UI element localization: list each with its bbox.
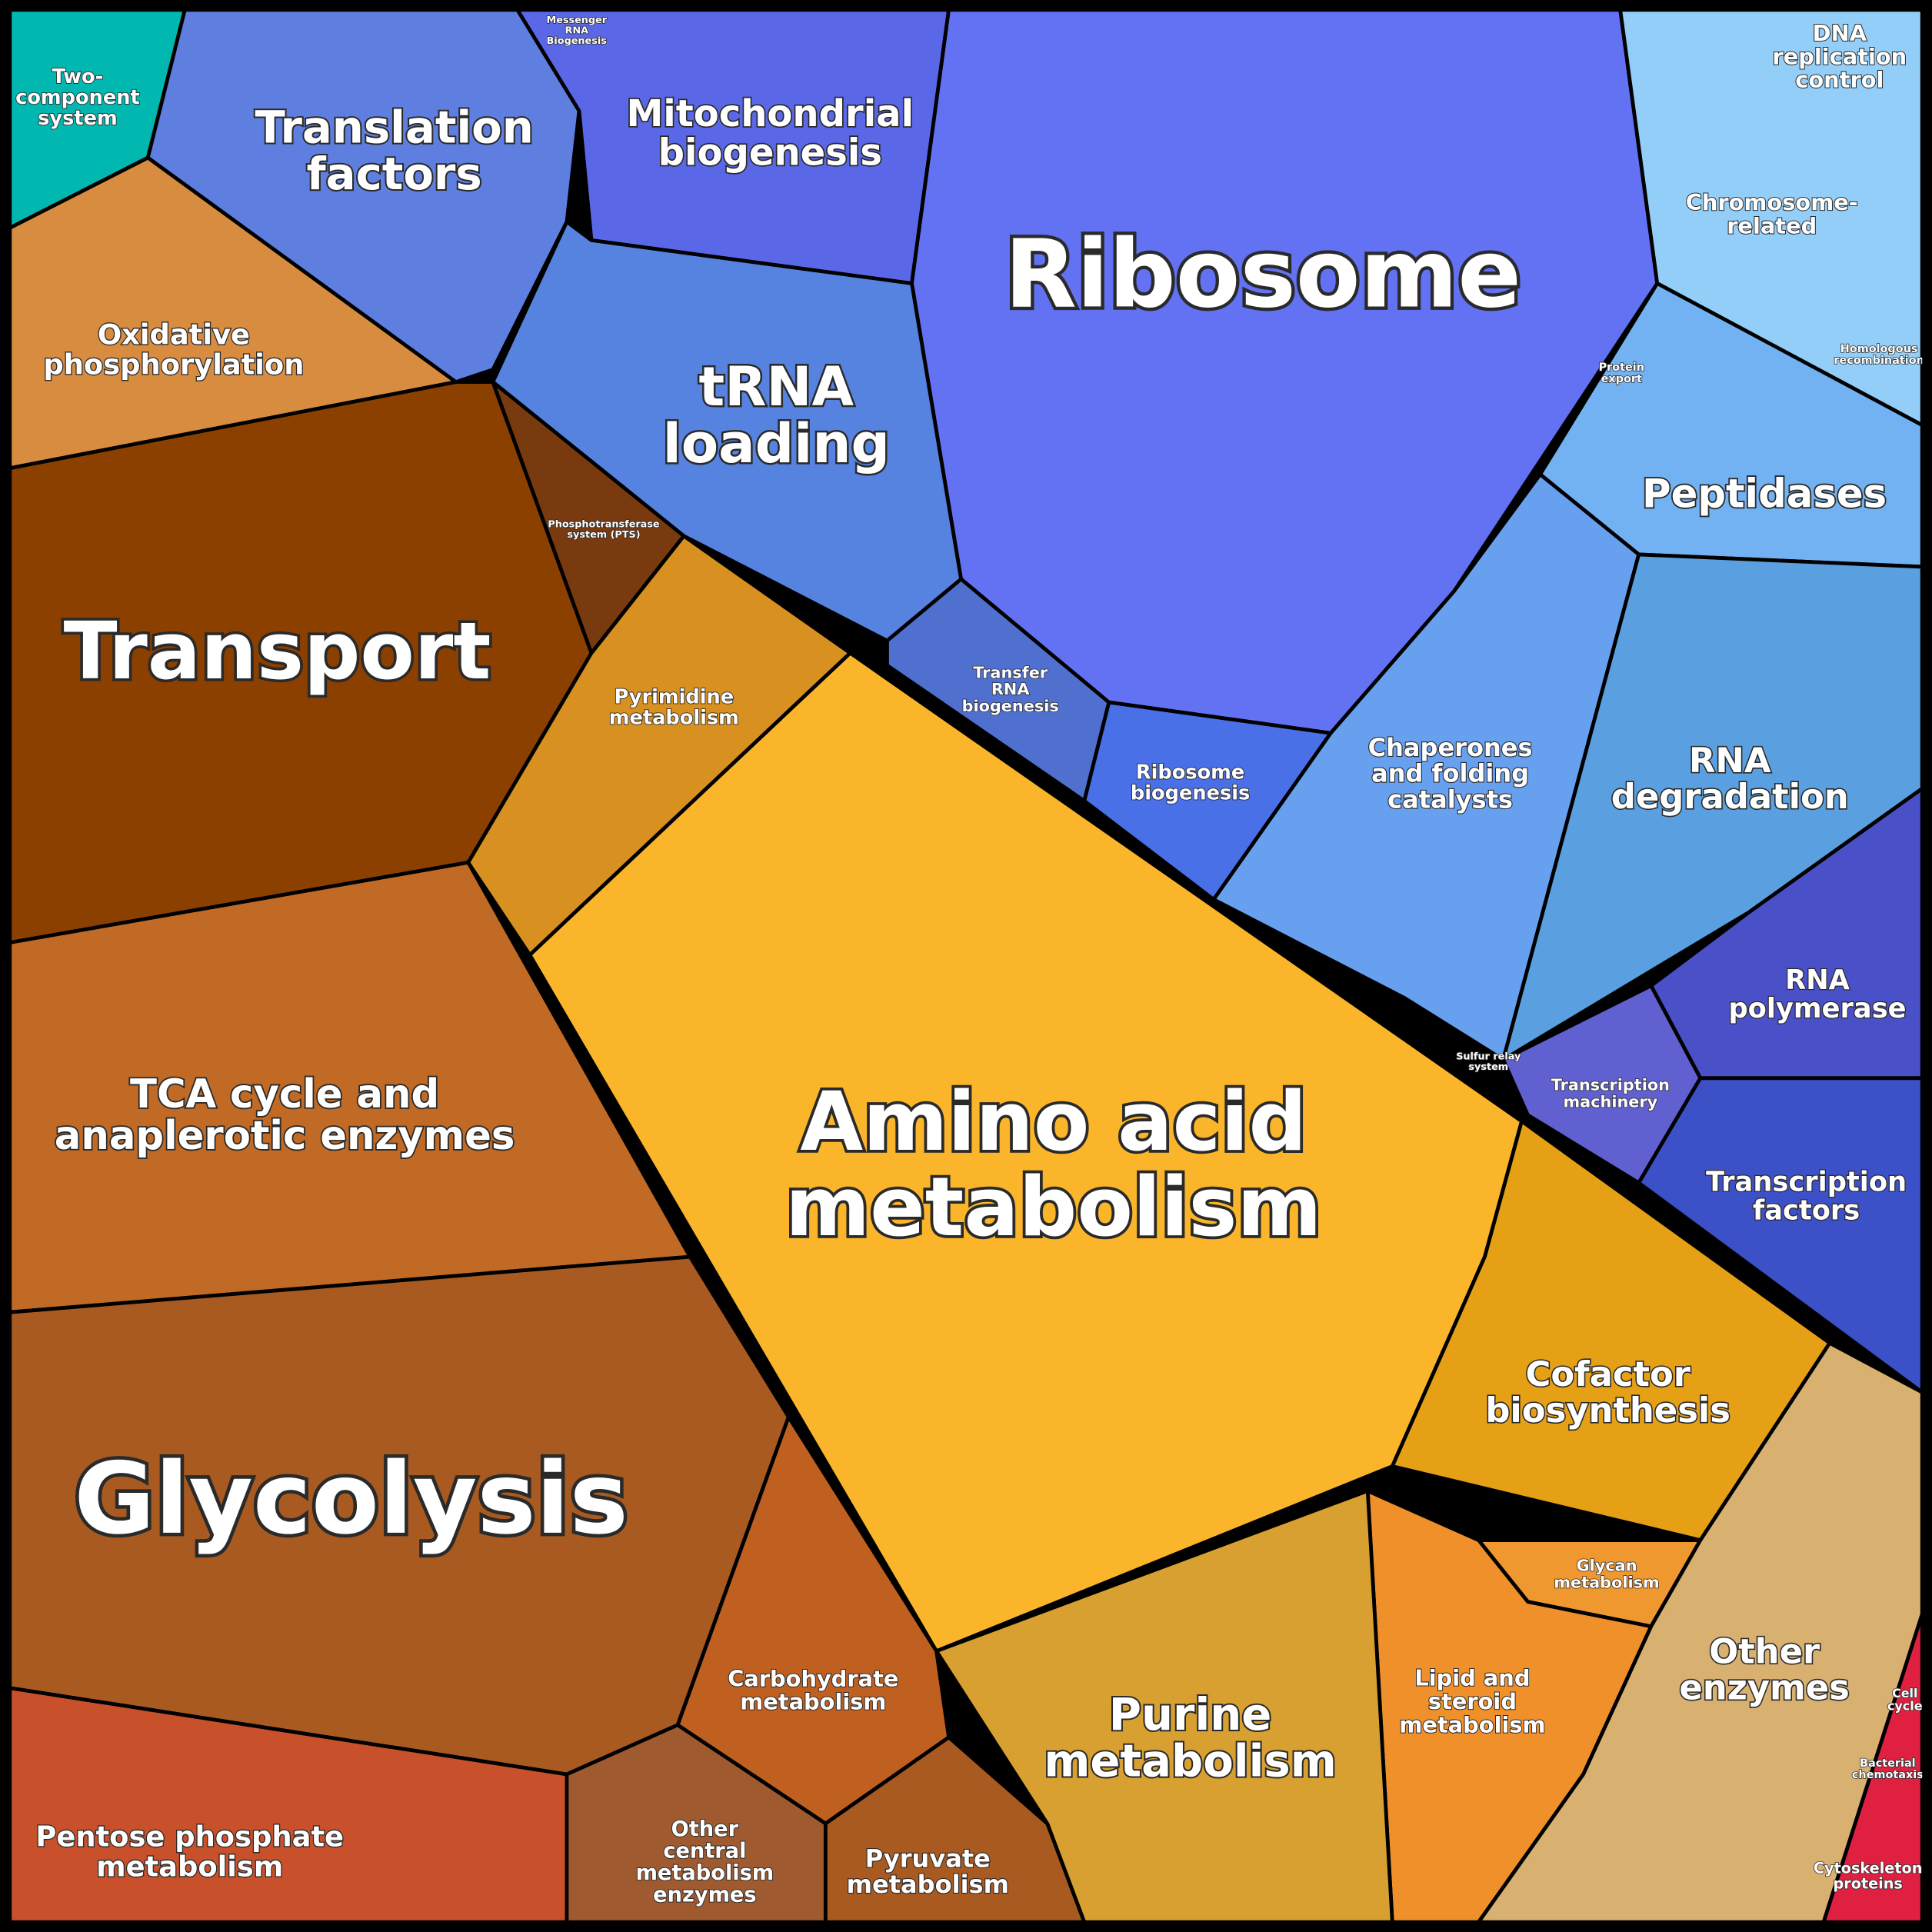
region-label: metabolism <box>609 707 739 730</box>
region-label: phosphorylation <box>43 348 304 381</box>
region-label: machinery <box>1563 1093 1657 1111</box>
region-label: Ribosome <box>1004 219 1521 328</box>
region <box>1501 984 1703 1185</box>
region <box>823 1735 1087 1924</box>
region-label: Cell <box>1892 1686 1918 1700</box>
region-label: DNA <box>1813 20 1867 46</box>
region-label: Phosphotransferase <box>548 519 660 531</box>
region <box>491 219 963 643</box>
region-label: Two- <box>52 65 104 88</box>
region-label: system <box>38 107 118 130</box>
region-label: RNA <box>1785 964 1850 996</box>
region-label: factors <box>307 148 482 200</box>
region <box>1390 1119 1832 1542</box>
region-label: metabolism <box>636 1861 774 1885</box>
region-label: metabolism <box>1399 1711 1545 1737</box>
region-label: loading <box>663 412 890 475</box>
region-label: anaplerotic enzymes <box>55 1113 515 1159</box>
region-label: biogenesis <box>1131 781 1250 804</box>
region-label: biogenesis <box>658 131 882 174</box>
region-label: steroid <box>1428 1688 1517 1714</box>
region-label: RNA <box>565 25 589 37</box>
region-label: system (PTS) <box>567 529 640 541</box>
region-label: Pyrimidine <box>615 686 734 709</box>
region-label: Oxidative <box>98 318 250 351</box>
region-label: Purine <box>1109 1688 1272 1740</box>
region-label: Other <box>671 1817 739 1841</box>
region-label: Sulfur relay <box>1456 1051 1521 1063</box>
region-label: Ribosome <box>1136 761 1244 784</box>
region-label: Transcription <box>1706 1167 1907 1198</box>
region-label: metabolism <box>740 1689 886 1715</box>
region-label: enzymes <box>653 1884 756 1907</box>
region-label: tRNA <box>699 355 854 418</box>
region-label: Transfer <box>973 663 1048 681</box>
region-label: RNA <box>1689 740 1771 781</box>
region-label: metabolism <box>1554 1573 1659 1591</box>
region-label: Transcription <box>1551 1076 1670 1094</box>
region-label: Chromosome- <box>1686 189 1858 215</box>
region-label: catalysts <box>1387 784 1513 814</box>
region-label: metabolism <box>96 1850 283 1883</box>
region-label: Other <box>1709 1631 1820 1671</box>
region-label: factors <box>1753 1195 1860 1227</box>
region-label: Messenger <box>546 15 607 26</box>
region-label: metabolism <box>785 1160 1322 1254</box>
region-label: RNA <box>991 680 1030 698</box>
region-label: and folding <box>1371 759 1529 788</box>
regions <box>8 8 1924 1924</box>
region-label: polymerase <box>1728 993 1906 1024</box>
region-label: enzymes <box>1679 1667 1850 1708</box>
region-label: export <box>1601 373 1642 385</box>
region-label: TCA cycle and <box>130 1071 439 1118</box>
region-label: control <box>1795 67 1884 93</box>
region-label: Biogenesis <box>547 35 608 47</box>
region-label: Transport <box>64 606 491 698</box>
region-label: related <box>1727 212 1817 238</box>
region-label: Homologous <box>1840 343 1918 355</box>
region-label: cycle <box>1887 1699 1923 1714</box>
region-label: Translation <box>255 102 533 154</box>
region-label: metabolism <box>847 1870 1009 1899</box>
region-label: Protein <box>1599 361 1644 374</box>
region-label: component <box>15 86 140 109</box>
region-label: Glycan <box>1577 1556 1637 1574</box>
region-label: Cytoskeleton <box>1814 1859 1922 1877</box>
region <box>466 534 852 957</box>
region-label: Glycolysis <box>74 1442 628 1557</box>
region-label: degradation <box>1611 776 1849 817</box>
region-label: Pentose phosphate <box>35 1820 344 1854</box>
region-label: Carbohydrate <box>728 1665 898 1691</box>
region-label: replication <box>1772 43 1907 69</box>
region-label: chemotaxis <box>1852 1769 1924 1781</box>
region-label: biosynthesis <box>1485 1390 1730 1431</box>
region-label: Amino acid <box>800 1074 1307 1169</box>
region-label: system <box>1468 1061 1508 1073</box>
region-label: Lipid and <box>1414 1665 1530 1691</box>
region-label: Bacterial <box>1860 1757 1916 1770</box>
region-label: Chaperones <box>1368 733 1533 762</box>
region-label: metabolism <box>1044 1735 1336 1787</box>
region-label: Cofactor <box>1525 1354 1690 1394</box>
region-label: central <box>663 1839 746 1863</box>
region-label: Pyruvate <box>865 1844 991 1873</box>
region-label: Peptidases <box>1642 471 1887 518</box>
region-label: biogenesis <box>962 697 1059 715</box>
region-label: recombination <box>1834 355 1924 367</box>
region-label: Mitochondrial <box>626 92 914 135</box>
region-label: proteins <box>1834 1875 1903 1893</box>
